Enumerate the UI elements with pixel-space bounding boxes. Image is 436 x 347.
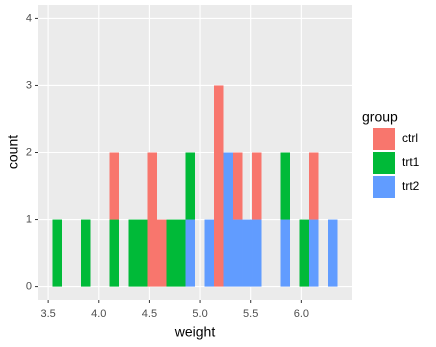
- x-tick-label: 4.5: [142, 308, 157, 320]
- bar: [223, 152, 234, 287]
- bar: [328, 219, 338, 287]
- bar: [214, 85, 224, 287]
- x-tick-label: 4.0: [91, 308, 106, 320]
- bar: [280, 152, 291, 220]
- bar: [252, 219, 262, 287]
- x-tick-label: 5.0: [192, 308, 207, 320]
- bar: [147, 152, 157, 287]
- bar: [185, 152, 195, 220]
- y-tick-label: 0: [26, 280, 32, 292]
- legend-title: group: [362, 109, 398, 125]
- bar: [309, 152, 319, 220]
- y-tick-label: 1: [26, 213, 32, 225]
- x-tick-label: 5.5: [243, 308, 258, 320]
- x-tick-label: 3.5: [40, 308, 55, 320]
- legend-key: [373, 152, 395, 174]
- x-axis-title: weight: [174, 324, 216, 340]
- bar: [309, 219, 319, 287]
- bar: [80, 219, 91, 287]
- bar: [175, 219, 186, 287]
- bar: [137, 219, 148, 287]
- legend-label: ctrl: [402, 131, 418, 145]
- x-tick-label: 6.0: [294, 308, 309, 320]
- bar: [252, 152, 262, 220]
- bar: [128, 219, 138, 287]
- legend-label: trt2: [402, 179, 420, 193]
- legend-key: [373, 176, 395, 198]
- bar: [52, 219, 62, 287]
- bar: [299, 219, 310, 287]
- bar: [242, 219, 253, 287]
- legend-label: trt1: [402, 155, 420, 169]
- bar: [204, 219, 215, 287]
- bar: [233, 219, 243, 287]
- bar: [109, 152, 120, 220]
- bar: [185, 219, 195, 287]
- y-tick-label: 3: [26, 79, 32, 91]
- bar: [156, 219, 167, 287]
- y-axis-title: count: [5, 135, 21, 169]
- bar: [109, 219, 120, 287]
- y-tick-label: 2: [26, 146, 32, 158]
- bar: [166, 219, 176, 287]
- bar: [280, 219, 291, 287]
- y-tick-label: 4: [26, 12, 32, 24]
- legend-key: [373, 128, 395, 150]
- bar: [233, 152, 243, 220]
